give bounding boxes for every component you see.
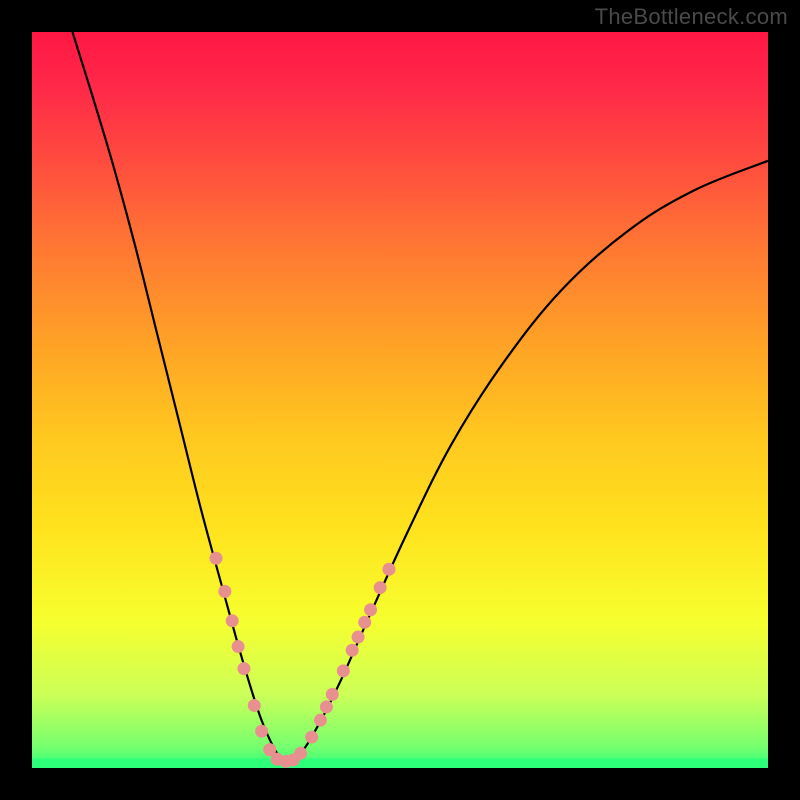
marker-dot xyxy=(352,630,365,643)
chart-svg xyxy=(32,32,768,768)
marker-dot xyxy=(255,725,268,738)
marker-dot xyxy=(237,662,250,675)
marker-dot xyxy=(210,552,223,565)
plot-area xyxy=(32,32,768,768)
marker-dot xyxy=(294,747,307,760)
marker-dot xyxy=(358,616,371,629)
bottom-band xyxy=(32,758,768,768)
marker-dot xyxy=(320,700,333,713)
marker-dot xyxy=(382,563,395,576)
marker-dot xyxy=(364,603,377,616)
marker-dot xyxy=(218,585,231,598)
marker-dot xyxy=(346,644,359,657)
marker-dot xyxy=(374,581,387,594)
chart-container: TheBottleneck.com xyxy=(0,0,800,800)
marker-dot xyxy=(305,731,318,744)
marker-dot xyxy=(248,699,261,712)
chart-background xyxy=(32,32,768,768)
marker-dot xyxy=(326,688,339,701)
marker-dot xyxy=(314,714,327,727)
marker-dot xyxy=(337,664,350,677)
watermark-text: TheBottleneck.com xyxy=(595,4,788,30)
marker-dot xyxy=(232,640,245,653)
marker-dot xyxy=(226,614,239,627)
